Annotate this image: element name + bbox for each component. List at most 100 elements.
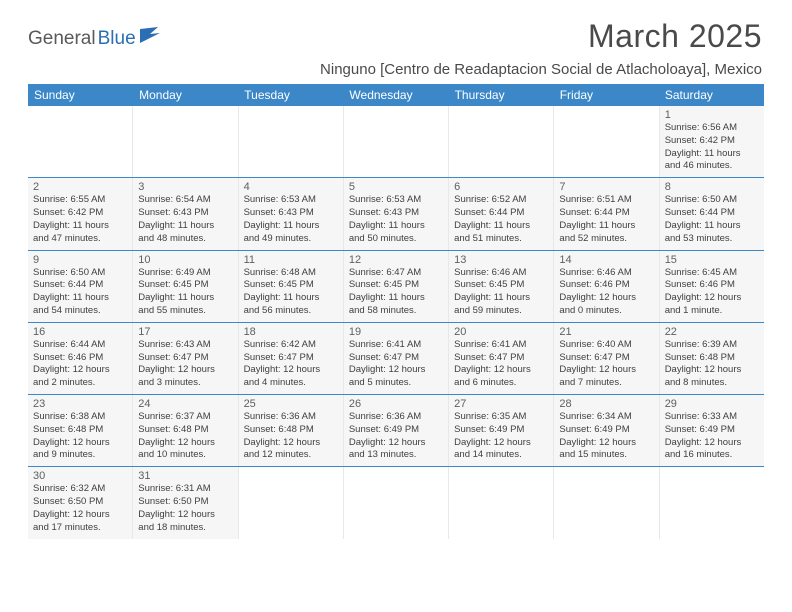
day-number: 20	[454, 326, 548, 338]
weekday-header-cell: Tuesday	[238, 84, 343, 106]
day-number: 22	[665, 326, 759, 338]
day-number: 4	[244, 181, 338, 193]
day-number: 17	[138, 326, 232, 338]
weekday-header-cell: Sunday	[28, 84, 133, 106]
calendar-week-row: 9Sunrise: 6:50 AMSunset: 6:44 PMDaylight…	[28, 250, 764, 322]
calendar-day-cell: 25Sunrise: 6:36 AMSunset: 6:48 PMDayligh…	[239, 395, 344, 466]
weekday-header-row: SundayMondayTuesdayWednesdayThursdayFrid…	[28, 84, 764, 106]
day-info: Sunrise: 6:49 AMSunset: 6:45 PMDaylight:…	[138, 267, 232, 318]
day-info: Sunrise: 6:42 AMSunset: 6:47 PMDaylight:…	[244, 339, 338, 390]
day-info: Sunrise: 6:31 AMSunset: 6:50 PMDaylight:…	[138, 483, 232, 534]
header: March 2025 Ninguno [Centro de Readaptaci…	[320, 18, 762, 78]
day-info: Sunrise: 6:36 AMSunset: 6:49 PMDaylight:…	[349, 411, 443, 462]
logo-text-blue: Blue	[98, 28, 136, 50]
day-number: 3	[138, 181, 232, 193]
day-info: Sunrise: 6:55 AMSunset: 6:42 PMDaylight:…	[33, 194, 127, 245]
logo-flag-icon	[140, 27, 162, 48]
calendar-day-cell: 3Sunrise: 6:54 AMSunset: 6:43 PMDaylight…	[133, 178, 238, 249]
calendar-day-cell	[28, 106, 133, 177]
day-info: Sunrise: 6:40 AMSunset: 6:47 PMDaylight:…	[559, 339, 653, 390]
day-number: 26	[349, 398, 443, 410]
day-info: Sunrise: 6:46 AMSunset: 6:45 PMDaylight:…	[454, 267, 548, 318]
calendar: SundayMondayTuesdayWednesdayThursdayFrid…	[28, 84, 764, 539]
calendar-day-cell: 11Sunrise: 6:48 AMSunset: 6:45 PMDayligh…	[239, 251, 344, 322]
day-number: 28	[559, 398, 653, 410]
day-info: Sunrise: 6:50 AMSunset: 6:44 PMDaylight:…	[665, 194, 759, 245]
day-number: 15	[665, 254, 759, 266]
day-info: Sunrise: 6:39 AMSunset: 6:48 PMDaylight:…	[665, 339, 759, 390]
calendar-day-cell	[344, 467, 449, 538]
day-info: Sunrise: 6:48 AMSunset: 6:45 PMDaylight:…	[244, 267, 338, 318]
day-number: 7	[559, 181, 653, 193]
weekday-header-cell: Thursday	[449, 84, 554, 106]
calendar-day-cell: 20Sunrise: 6:41 AMSunset: 6:47 PMDayligh…	[449, 323, 554, 394]
calendar-day-cell: 6Sunrise: 6:52 AMSunset: 6:44 PMDaylight…	[449, 178, 554, 249]
day-number: 27	[454, 398, 548, 410]
day-number: 31	[138, 470, 232, 482]
calendar-day-cell: 14Sunrise: 6:46 AMSunset: 6:46 PMDayligh…	[554, 251, 659, 322]
day-info: Sunrise: 6:45 AMSunset: 6:46 PMDaylight:…	[665, 267, 759, 318]
calendar-day-cell	[449, 467, 554, 538]
day-number: 8	[665, 181, 759, 193]
calendar-day-cell: 2Sunrise: 6:55 AMSunset: 6:42 PMDaylight…	[28, 178, 133, 249]
calendar-day-cell: 4Sunrise: 6:53 AMSunset: 6:43 PMDaylight…	[239, 178, 344, 249]
calendar-day-cell	[344, 106, 449, 177]
day-info: Sunrise: 6:41 AMSunset: 6:47 PMDaylight:…	[454, 339, 548, 390]
calendar-day-cell	[554, 467, 659, 538]
calendar-day-cell: 21Sunrise: 6:40 AMSunset: 6:47 PMDayligh…	[554, 323, 659, 394]
day-info: Sunrise: 6:44 AMSunset: 6:46 PMDaylight:…	[33, 339, 127, 390]
calendar-day-cell: 31Sunrise: 6:31 AMSunset: 6:50 PMDayligh…	[133, 467, 238, 538]
day-number: 9	[33, 254, 127, 266]
calendar-day-cell: 26Sunrise: 6:36 AMSunset: 6:49 PMDayligh…	[344, 395, 449, 466]
calendar-day-cell: 1Sunrise: 6:56 AMSunset: 6:42 PMDaylight…	[660, 106, 764, 177]
calendar-day-cell: 13Sunrise: 6:46 AMSunset: 6:45 PMDayligh…	[449, 251, 554, 322]
calendar-day-cell: 16Sunrise: 6:44 AMSunset: 6:46 PMDayligh…	[28, 323, 133, 394]
calendar-day-cell: 19Sunrise: 6:41 AMSunset: 6:47 PMDayligh…	[344, 323, 449, 394]
day-info: Sunrise: 6:53 AMSunset: 6:43 PMDaylight:…	[349, 194, 443, 245]
calendar-day-cell: 24Sunrise: 6:37 AMSunset: 6:48 PMDayligh…	[133, 395, 238, 466]
location-subtitle: Ninguno [Centro de Readaptacion Social d…	[320, 61, 762, 78]
day-info: Sunrise: 6:54 AMSunset: 6:43 PMDaylight:…	[138, 194, 232, 245]
calendar-day-cell: 10Sunrise: 6:49 AMSunset: 6:45 PMDayligh…	[133, 251, 238, 322]
day-number: 6	[454, 181, 548, 193]
day-info: Sunrise: 6:32 AMSunset: 6:50 PMDaylight:…	[33, 483, 127, 534]
day-info: Sunrise: 6:52 AMSunset: 6:44 PMDaylight:…	[454, 194, 548, 245]
calendar-day-cell: 22Sunrise: 6:39 AMSunset: 6:48 PMDayligh…	[660, 323, 764, 394]
calendar-day-cell: 12Sunrise: 6:47 AMSunset: 6:45 PMDayligh…	[344, 251, 449, 322]
day-info: Sunrise: 6:38 AMSunset: 6:48 PMDaylight:…	[33, 411, 127, 462]
day-info: Sunrise: 6:37 AMSunset: 6:48 PMDaylight:…	[138, 411, 232, 462]
day-number: 5	[349, 181, 443, 193]
calendar-day-cell	[449, 106, 554, 177]
calendar-week-row: 16Sunrise: 6:44 AMSunset: 6:46 PMDayligh…	[28, 322, 764, 394]
day-number: 23	[33, 398, 127, 410]
day-number: 13	[454, 254, 548, 266]
day-info: Sunrise: 6:47 AMSunset: 6:45 PMDaylight:…	[349, 267, 443, 318]
day-number: 2	[33, 181, 127, 193]
day-info: Sunrise: 6:35 AMSunset: 6:49 PMDaylight:…	[454, 411, 548, 462]
day-number: 10	[138, 254, 232, 266]
calendar-day-cell: 7Sunrise: 6:51 AMSunset: 6:44 PMDaylight…	[554, 178, 659, 249]
day-info: Sunrise: 6:33 AMSunset: 6:49 PMDaylight:…	[665, 411, 759, 462]
day-info: Sunrise: 6:34 AMSunset: 6:49 PMDaylight:…	[559, 411, 653, 462]
day-number: 25	[244, 398, 338, 410]
calendar-day-cell: 23Sunrise: 6:38 AMSunset: 6:48 PMDayligh…	[28, 395, 133, 466]
calendar-day-cell: 28Sunrise: 6:34 AMSunset: 6:49 PMDayligh…	[554, 395, 659, 466]
calendar-week-row: 2Sunrise: 6:55 AMSunset: 6:42 PMDaylight…	[28, 177, 764, 249]
day-number: 19	[349, 326, 443, 338]
calendar-day-cell: 15Sunrise: 6:45 AMSunset: 6:46 PMDayligh…	[660, 251, 764, 322]
calendar-day-cell: 17Sunrise: 6:43 AMSunset: 6:47 PMDayligh…	[133, 323, 238, 394]
calendar-day-cell: 27Sunrise: 6:35 AMSunset: 6:49 PMDayligh…	[449, 395, 554, 466]
day-number: 14	[559, 254, 653, 266]
day-info: Sunrise: 6:46 AMSunset: 6:46 PMDaylight:…	[559, 267, 653, 318]
day-number: 29	[665, 398, 759, 410]
calendar-day-cell: 9Sunrise: 6:50 AMSunset: 6:44 PMDaylight…	[28, 251, 133, 322]
calendar-day-cell: 5Sunrise: 6:53 AMSunset: 6:43 PMDaylight…	[344, 178, 449, 249]
day-number: 18	[244, 326, 338, 338]
weekday-header-cell: Monday	[133, 84, 238, 106]
month-title: March 2025	[320, 18, 762, 55]
calendar-day-cell: 30Sunrise: 6:32 AMSunset: 6:50 PMDayligh…	[28, 467, 133, 538]
calendar-day-cell	[239, 467, 344, 538]
day-info: Sunrise: 6:36 AMSunset: 6:48 PMDaylight:…	[244, 411, 338, 462]
calendar-day-cell	[660, 467, 764, 538]
calendar-day-cell: 29Sunrise: 6:33 AMSunset: 6:49 PMDayligh…	[660, 395, 764, 466]
